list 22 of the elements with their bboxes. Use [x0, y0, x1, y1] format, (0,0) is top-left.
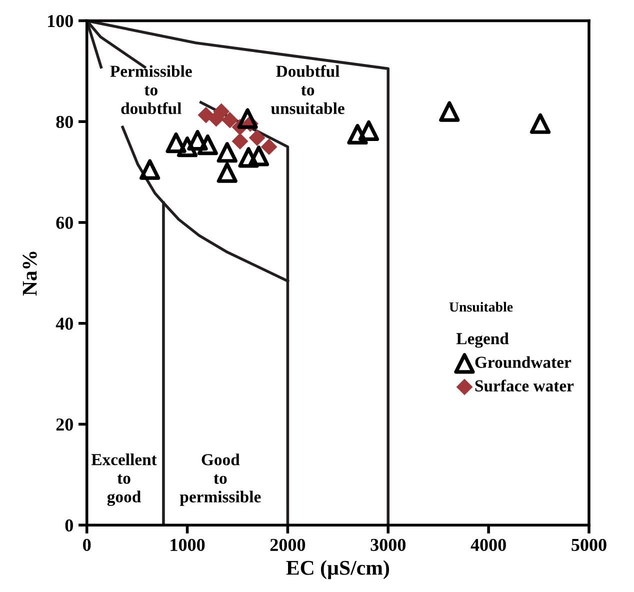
x-tick-label: 0 — [83, 538, 91, 552]
x-axis-title: EC (µS/cm) — [286, 560, 390, 580]
annotation: Good to permissible — [180, 454, 261, 506]
annotation: Permissible to doubtful — [110, 65, 192, 114]
x-tick-label: 5000 — [572, 538, 606, 552]
annotation: Unsuitable — [449, 302, 513, 312]
annotation: Excellent to good — [91, 454, 157, 506]
x-tick-label: 1000 — [170, 538, 205, 552]
annotation: Doubtful to unsuitable — [270, 65, 344, 114]
y-tick-label: 20 — [56, 418, 73, 431]
legend-title: Legend — [456, 332, 509, 348]
y-axis-title: Na% — [22, 252, 37, 296]
y-tick-label: 60 — [56, 216, 73, 229]
y-tick-label: 0 — [65, 519, 73, 532]
y-tick-label: 100 — [48, 14, 73, 28]
x-tick-label: 3000 — [370, 538, 406, 552]
legend-label: Groundwater — [475, 356, 572, 368]
legend-label: Surface water — [475, 380, 574, 392]
x-tick-label: 4000 — [470, 538, 506, 552]
y-tick-label: 40 — [56, 318, 73, 330]
x-tick-label: 2000 — [270, 538, 306, 552]
y-tick-label: 80 — [56, 116, 73, 128]
